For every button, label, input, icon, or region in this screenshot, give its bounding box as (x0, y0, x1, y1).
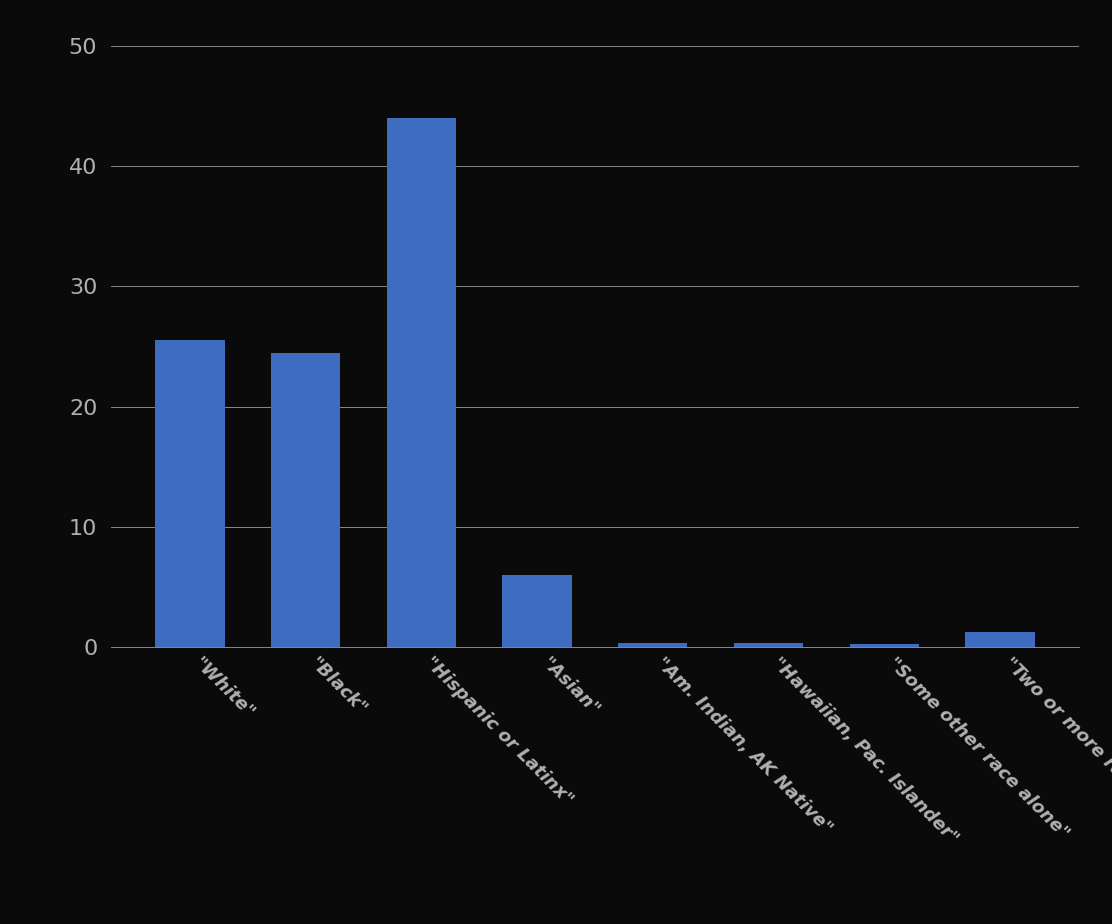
Bar (850, 644, 919, 647)
Bar (618, 643, 687, 647)
Bar (503, 575, 572, 647)
Bar (387, 118, 456, 647)
Bar (271, 352, 340, 647)
Bar (156, 340, 225, 647)
Bar (734, 642, 803, 647)
Bar (965, 632, 1034, 647)
